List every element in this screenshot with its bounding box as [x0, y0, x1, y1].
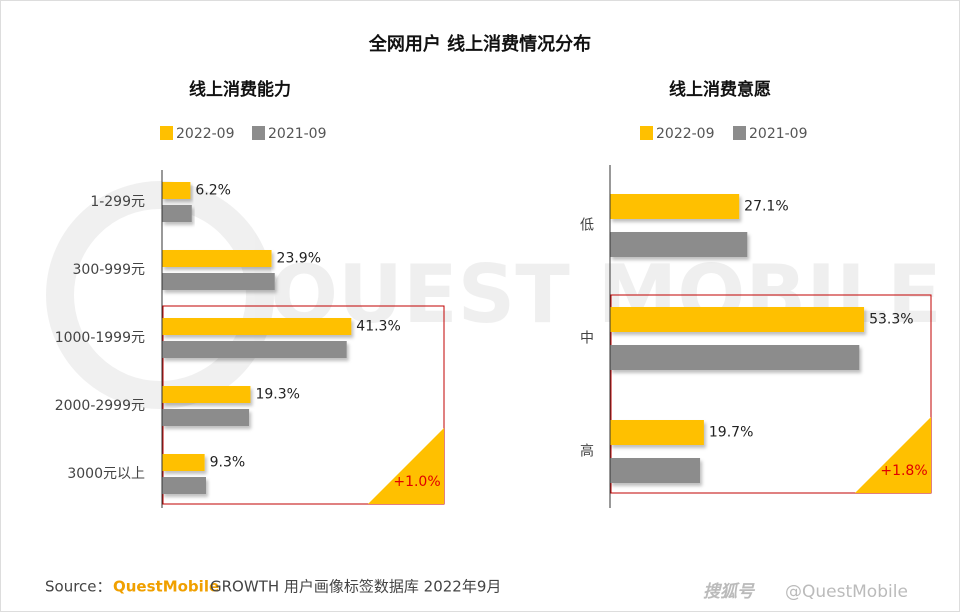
- bar: [162, 386, 251, 403]
- watermark-logo: [46, 181, 274, 409]
- highlight-box: [162, 305, 445, 505]
- subplot-title: 线上消费能力: [189, 79, 291, 100]
- value-label: 27.1%: [744, 199, 788, 215]
- bar: [162, 250, 272, 267]
- source-brand: QuestMobile: [113, 578, 219, 596]
- chart-title: 全网用户 线上消费情况分布: [368, 33, 591, 55]
- legend-swatch: [733, 126, 746, 140]
- value-label: 19.7%: [709, 425, 753, 441]
- category-label: 1000-1999元: [55, 330, 145, 346]
- legend-label: 2022-09: [176, 126, 235, 142]
- legend-label: 2022-09: [656, 126, 715, 142]
- value-label: 53.3%: [869, 312, 913, 328]
- category-label: 中: [580, 331, 594, 347]
- bar: [162, 477, 206, 494]
- annotation: +1.8%: [880, 463, 927, 479]
- bar: [162, 182, 191, 199]
- category-label: 300-999元: [73, 262, 146, 278]
- annotation: +1.0%: [393, 474, 440, 490]
- value-label: 41.3%: [356, 319, 400, 335]
- subplot-title: 线上消费意愿: [669, 79, 771, 100]
- credit-platform: 搜狐号: [703, 582, 756, 602]
- value-label: 23.9%: [277, 251, 321, 267]
- value-label: 19.3%: [255, 387, 299, 403]
- category-label: 高: [580, 443, 594, 460]
- value-label: 6.2%: [195, 183, 231, 199]
- category-label: 低: [580, 218, 594, 234]
- bar: [162, 454, 205, 471]
- category-label: 2000-2999元: [55, 398, 145, 414]
- legend-swatch: [252, 126, 265, 140]
- category-label: 1-299元: [90, 194, 145, 210]
- bar: [162, 205, 192, 222]
- bar: [162, 273, 275, 290]
- bar: [162, 318, 352, 335]
- bar: [610, 232, 748, 257]
- highlight-corner: [368, 428, 444, 504]
- bar: [162, 341, 347, 358]
- credit-account: @QuestMobile: [785, 582, 908, 602]
- source-text: GROWTH 用户画像标签数据库 2022年9月: [210, 578, 501, 596]
- highlight-corner: [855, 417, 931, 493]
- value-label: 9.3%: [210, 455, 246, 471]
- bar: [610, 194, 740, 219]
- legend-swatch: [160, 126, 173, 140]
- bar: [610, 458, 701, 483]
- legend-label: 2021-09: [749, 126, 808, 142]
- category-label: 3000元以上: [67, 466, 145, 482]
- legend-label: 2021-09: [268, 126, 327, 142]
- highlight-box: [610, 294, 932, 494]
- bar: [162, 409, 250, 426]
- bar: [610, 420, 704, 445]
- bar: [610, 345, 860, 370]
- legend-swatch: [640, 126, 653, 140]
- source-label: Source：: [45, 578, 112, 596]
- bar: [610, 307, 865, 332]
